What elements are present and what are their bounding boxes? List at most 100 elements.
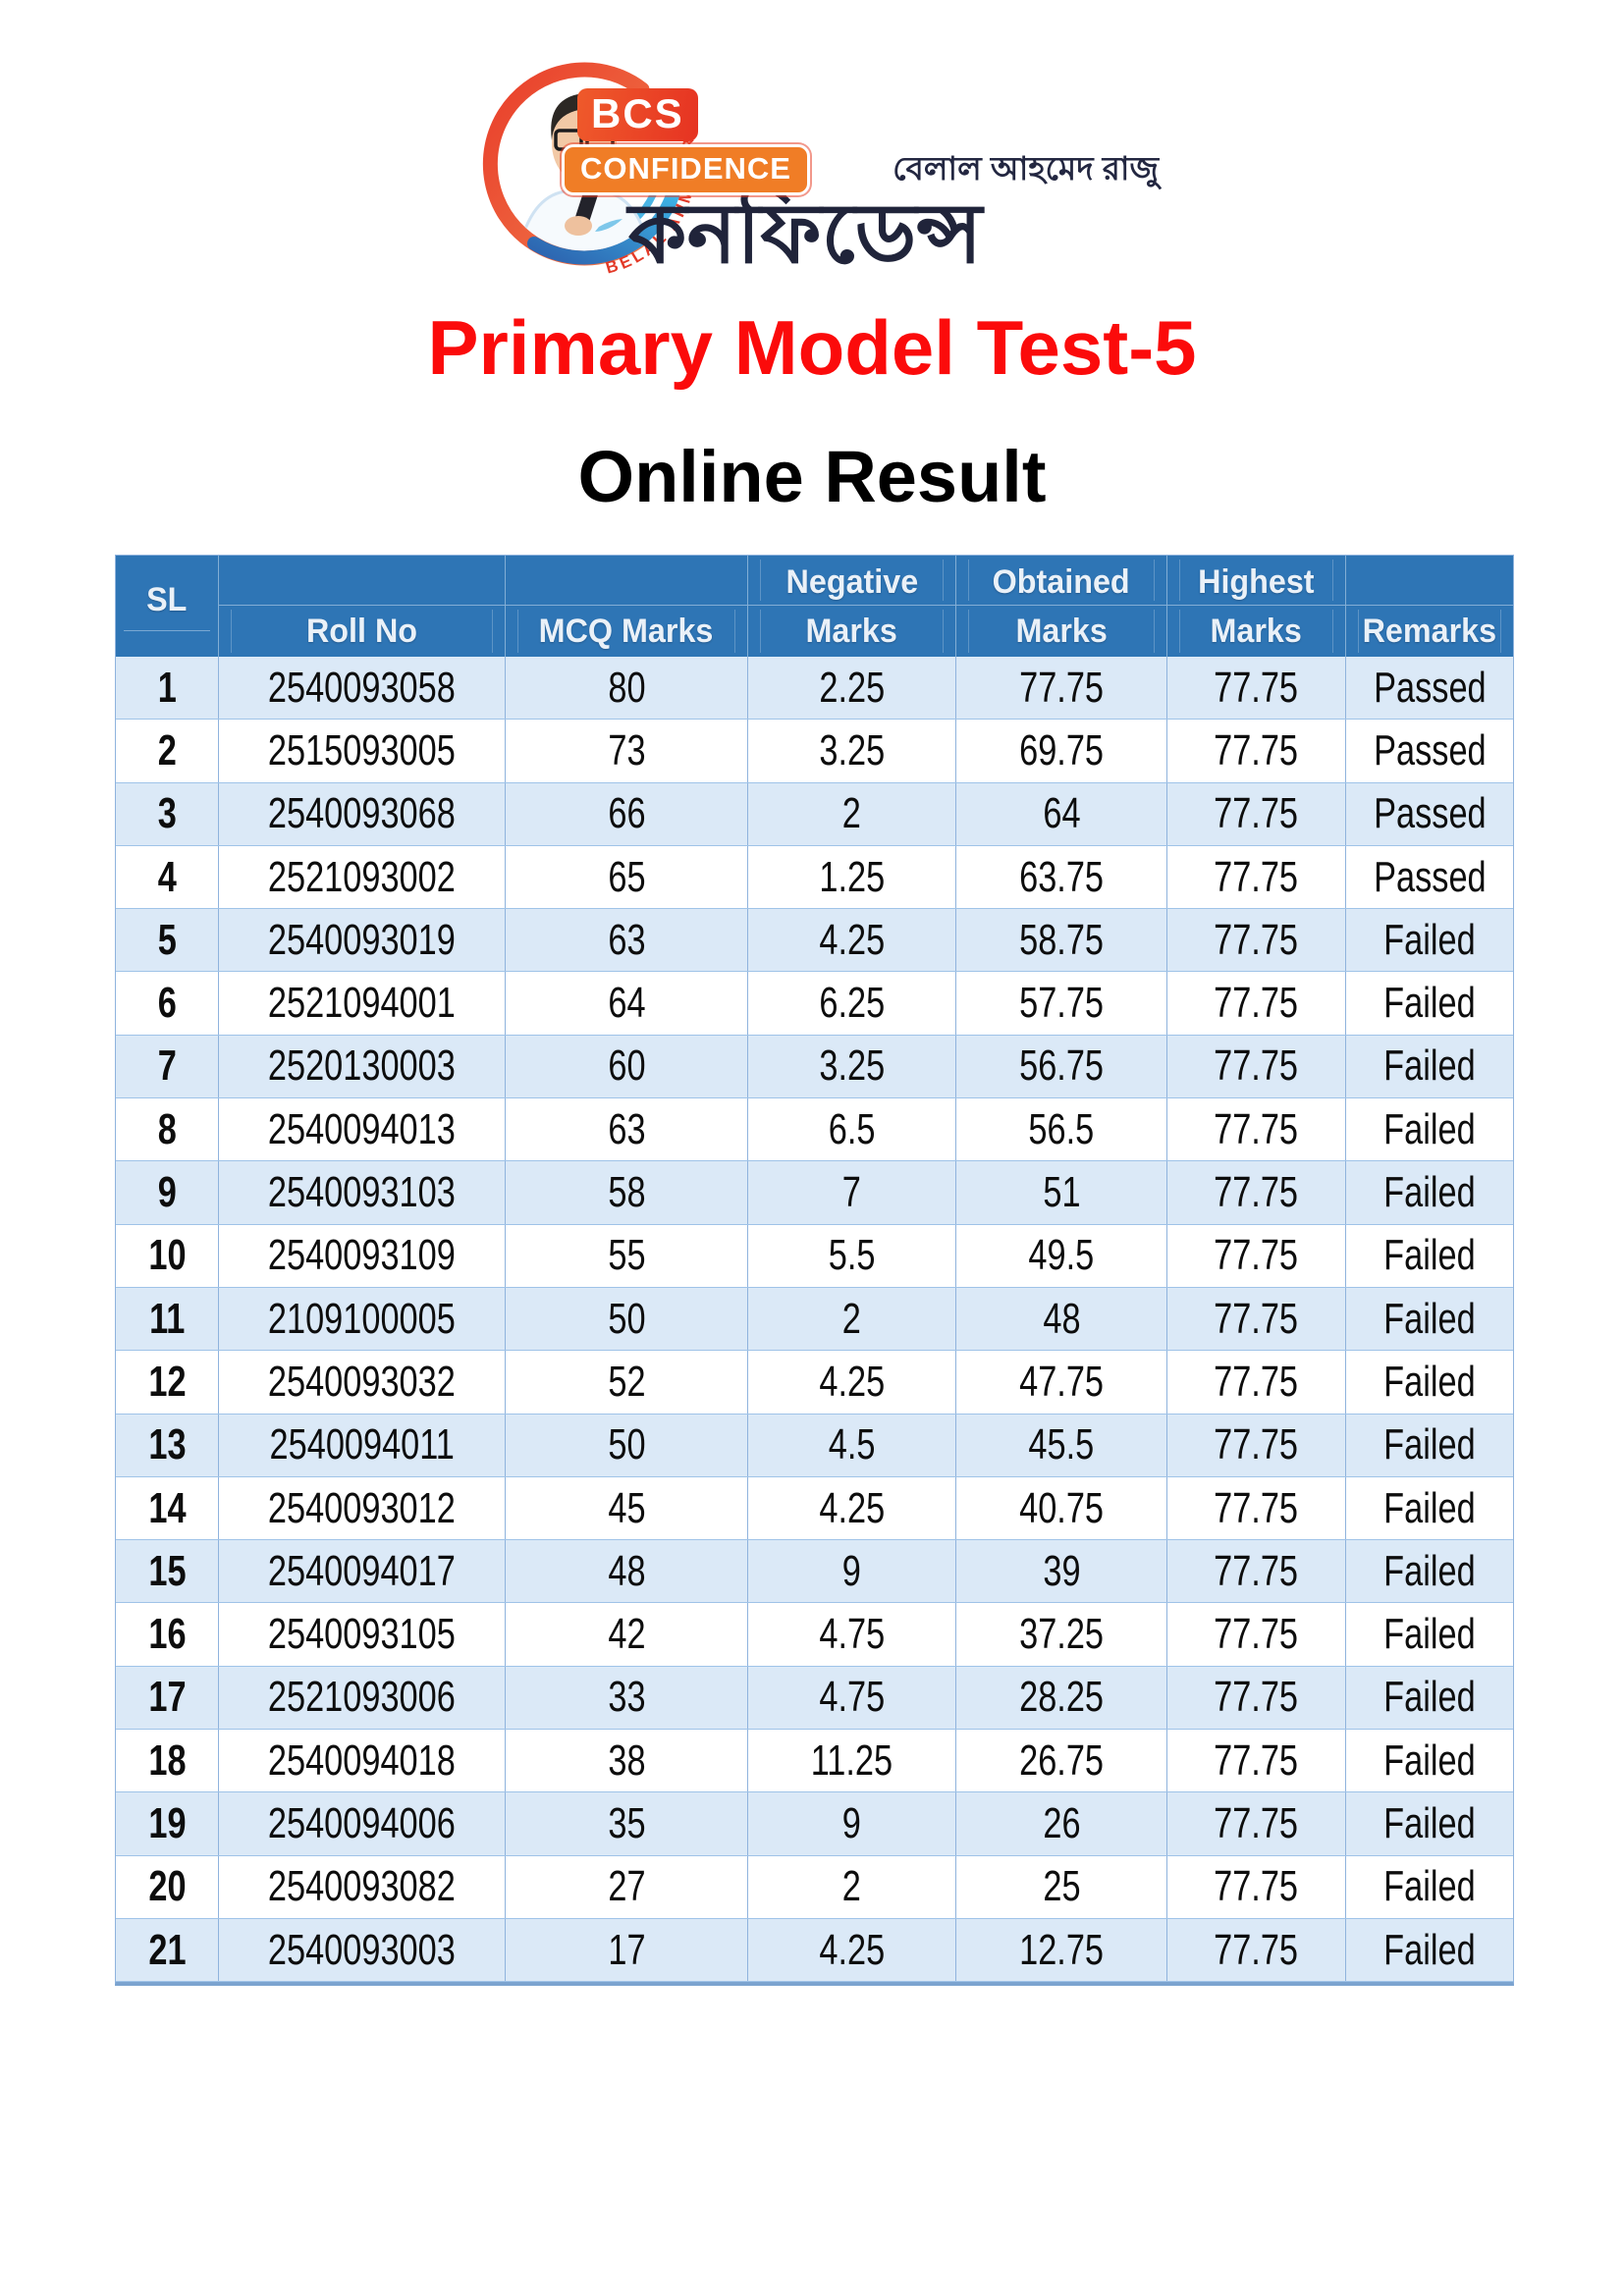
- cell-obtained-marks: 56.75: [956, 1035, 1167, 1098]
- cell-remarks: Failed: [1383, 1862, 1476, 1911]
- cell-remarks: Passed: [1373, 789, 1487, 838]
- cell-negative-marks: 2: [748, 1287, 956, 1351]
- cell-remarks: Failed: [1383, 1041, 1476, 1091]
- cell-obtained-marks: 25: [956, 1855, 1167, 1918]
- table-row: 3 2540093068 66 2 64 77.75 Passed: [116, 782, 1513, 846]
- cell-sl: 13: [116, 1414, 219, 1476]
- cell-roll-no: 2540094017: [219, 1540, 506, 1603]
- cell-sl: 9: [116, 1161, 219, 1224]
- cell-negative-marks: 4.5: [748, 1414, 956, 1476]
- table-header: SL Negative Obtained Highest Roll No MCQ…: [116, 556, 1513, 657]
- cell-mcq-marks: 64: [506, 972, 748, 1035]
- header-cell-remarks: Remarks: [1346, 605, 1513, 657]
- cell-highest-marks: 77.75: [1167, 909, 1346, 972]
- cell-sl: 14: [116, 1476, 219, 1540]
- cell-roll-no: 2540093012: [219, 1476, 506, 1540]
- cell-obtained-marks: 48: [956, 1287, 1167, 1351]
- cell-negative-marks: 3.25: [748, 720, 956, 782]
- cell-negative-marks: 11.25: [748, 1730, 956, 1792]
- header-cell-negative-marks-line2: Marks: [748, 605, 956, 657]
- cell-sl: 4: [116, 845, 219, 909]
- cell-negative-marks: 2: [748, 1855, 956, 1918]
- cell-highest-marks: 77.75: [1167, 845, 1346, 909]
- cell-highest-marks: 77.75: [1167, 1035, 1346, 1098]
- header-cell-roll-no: Roll No: [219, 605, 506, 657]
- cell-roll-no: 2540093105: [219, 1603, 506, 1666]
- cell-obtained-marks: 37.25: [956, 1603, 1167, 1666]
- confidence-label: CONFIDENCE: [562, 144, 810, 195]
- cell-highest-marks: 77.75: [1167, 1730, 1346, 1792]
- cell-roll-no: 2540093032: [219, 1351, 506, 1414]
- cell-highest-marks: 77.75: [1167, 720, 1346, 782]
- cell-mcq-marks: 55: [506, 1224, 748, 1287]
- cell-roll-no: 2540093109: [219, 1224, 506, 1287]
- cell-mcq-marks: 42: [506, 1603, 748, 1666]
- cell-mcq-marks: 66: [506, 782, 748, 845]
- cell-remarks: Failed: [1383, 915, 1476, 964]
- cell-obtained-marks: 45.5: [956, 1414, 1167, 1476]
- cell-mcq-marks: 52: [506, 1351, 748, 1414]
- cell-negative-marks: 2: [748, 782, 956, 845]
- cell-roll-no: 2540094011: [219, 1414, 506, 1476]
- header-cell-highest-marks-line2: Marks: [1167, 605, 1346, 657]
- cell-sl: 21: [116, 1918, 219, 1982]
- cell-mcq-marks: 17: [506, 1918, 748, 1982]
- cell-negative-marks: 4.25: [748, 1918, 956, 1982]
- table-row: 13 2540094011 50 4.5 45.5 77.75 Failed: [116, 1414, 1513, 1477]
- cell-negative-marks: 4.25: [748, 1476, 956, 1540]
- cell-roll-no: 2540093082: [219, 1855, 506, 1918]
- table-row: 7 2520130003 60 3.25 56.75 77.75 Failed: [116, 1035, 1513, 1099]
- cell-mcq-marks: 50: [506, 1414, 748, 1476]
- table-row: 4 2521093002 65 1.25 63.75 77.75 Passed: [116, 845, 1513, 910]
- cell-sl: 19: [116, 1792, 219, 1855]
- cell-obtained-marks: 28.25: [956, 1666, 1167, 1730]
- cell-remarks: Failed: [1383, 1483, 1476, 1532]
- cell-remarks: Failed: [1383, 1104, 1476, 1153]
- cell-highest-marks: 77.75: [1167, 1540, 1346, 1603]
- cell-obtained-marks: 51: [956, 1161, 1167, 1224]
- cell-mcq-marks: 33: [506, 1666, 748, 1730]
- cell-sl: 7: [116, 1035, 219, 1098]
- cell-remarks: Passed: [1373, 852, 1487, 901]
- cell-remarks: Failed: [1383, 1925, 1476, 1974]
- table-row: 6 2521094001 64 6.25 57.75 77.75 Failed: [116, 972, 1513, 1036]
- cell-remarks: Failed: [1383, 1294, 1476, 1343]
- header-cell-mcq-marks: MCQ Marks: [506, 605, 748, 657]
- cell-negative-marks: 4.75: [748, 1666, 956, 1730]
- cell-roll-no: 2540093003: [219, 1918, 506, 1982]
- cell-remarks: Failed: [1383, 1798, 1476, 1847]
- cell-remarks: Passed: [1373, 725, 1487, 774]
- cell-sl: 3: [116, 782, 219, 845]
- cell-roll-no: 2521094001: [219, 972, 506, 1035]
- table-row: 10 2540093109 55 5.5 49.5 77.75 Failed: [116, 1224, 1513, 1288]
- cell-highest-marks: 77.75: [1167, 657, 1346, 720]
- header-cell-highest: Highest: [1167, 556, 1346, 605]
- cell-highest-marks: 77.75: [1167, 1351, 1346, 1414]
- cell-highest-marks: 77.75: [1167, 1224, 1346, 1287]
- cell-highest-marks: 77.75: [1167, 782, 1346, 845]
- cell-highest-marks: 77.75: [1167, 1792, 1346, 1855]
- table-row: 14 2540093012 45 4.25 40.75 77.75 Failed: [116, 1476, 1513, 1541]
- cell-roll-no: 2540093103: [219, 1161, 506, 1224]
- cell-obtained-marks: 57.75: [956, 972, 1167, 1035]
- cell-obtained-marks: 77.75: [956, 657, 1167, 720]
- cell-roll-no: 2540093019: [219, 909, 506, 972]
- cell-obtained-marks: 56.5: [956, 1098, 1167, 1161]
- blue-swoosh-arc: [527, 179, 682, 265]
- cell-highest-marks: 77.75: [1167, 1414, 1346, 1476]
- bcs-label: BCS: [577, 88, 698, 141]
- cell-roll-no: 2540093068: [219, 782, 506, 845]
- cell-negative-marks: 5.5: [748, 1224, 956, 1287]
- cell-negative-marks: 3.25: [748, 1035, 956, 1098]
- cell-remarks: Failed: [1383, 979, 1476, 1028]
- cell-obtained-marks: 69.75: [956, 720, 1167, 782]
- cell-highest-marks: 77.75: [1167, 1855, 1346, 1918]
- header-spacer: [1346, 556, 1513, 605]
- table-row: 16 2540093105 42 4.75 37.25 77.75 Failed: [116, 1603, 1513, 1667]
- cell-sl: 17: [116, 1666, 219, 1730]
- table-row: 8 2540094013 63 6.5 56.5 77.75 Failed: [116, 1098, 1513, 1162]
- cell-roll-no: 2515093005: [219, 720, 506, 782]
- header-cell-obtained-marks-line2: Marks: [956, 605, 1167, 657]
- cell-sl: 8: [116, 1098, 219, 1161]
- cell-highest-marks: 77.75: [1167, 1666, 1346, 1730]
